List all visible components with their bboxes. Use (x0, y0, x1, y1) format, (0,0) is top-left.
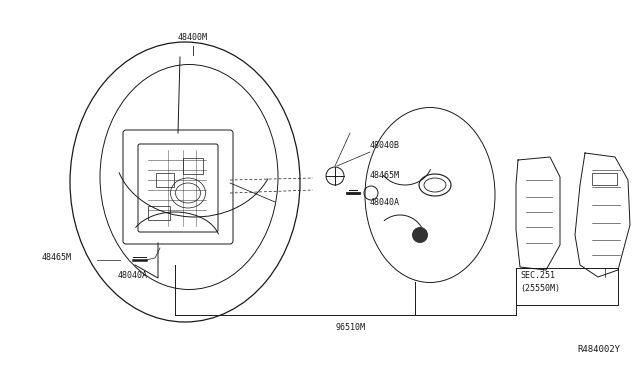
Text: (25550M): (25550M) (520, 284, 560, 293)
Text: 48465M: 48465M (370, 171, 400, 180)
Bar (148, 206, 170, 220)
Bar (183, 158, 203, 174)
Text: 48465M: 48465M (42, 253, 72, 262)
Text: SEC.251: SEC.251 (520, 271, 555, 280)
Text: R484002Y: R484002Y (577, 345, 620, 354)
Bar (156, 173, 174, 187)
Text: 48040A: 48040A (118, 271, 148, 280)
Text: 48400M: 48400M (178, 33, 208, 42)
Text: 48040B: 48040B (370, 141, 400, 150)
Circle shape (412, 227, 428, 243)
Bar (592, 173, 617, 185)
Text: 48040A: 48040A (370, 198, 400, 207)
Text: 96510M: 96510M (335, 323, 365, 332)
